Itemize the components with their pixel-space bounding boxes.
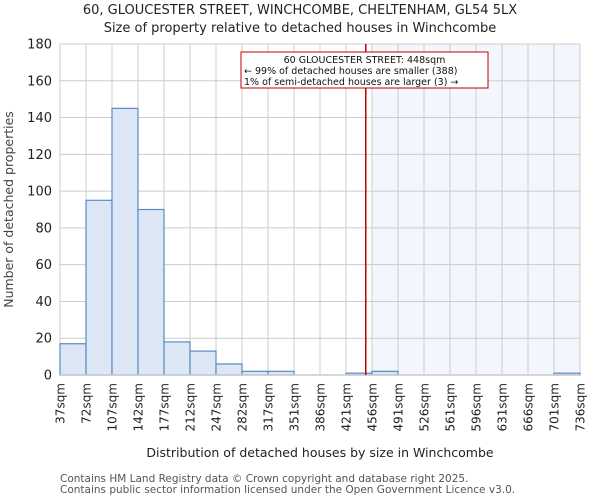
x-tick-label: 212sqm	[184, 383, 198, 431]
histogram-bar	[215, 363, 243, 376]
y-tick-label: 160	[27, 74, 52, 89]
histogram-bar	[163, 341, 191, 376]
chart-title: 60, GLOUCESTER STREET, WINCHCOMBE, CHELT…	[82, 3, 518, 18]
y-tick-label: 180	[27, 38, 52, 53]
y-tick-label: 120	[27, 148, 52, 163]
x-tick-label: 386sqm	[314, 383, 328, 431]
footer-line-1: Contains HM Land Registry data © Crown c…	[60, 473, 469, 485]
histogram-bar	[85, 199, 113, 376]
histogram-bar	[189, 350, 217, 376]
x-tick-label: 666sqm	[522, 383, 536, 431]
footer-line-2: Contains public sector information licen…	[60, 484, 516, 496]
x-axis-label: Distribution of detached houses by size …	[146, 445, 493, 460]
x-tick-label: 491sqm	[392, 383, 406, 431]
annotation-box	[240, 51, 489, 89]
x-tick-label: 37sqm	[54, 383, 68, 424]
annotation-line-1: 60 GLOUCESTER STREET: 448sqm	[284, 55, 446, 66]
chart-subtitle: Size of property relative to detached ho…	[103, 21, 497, 36]
y-tick-label: 40	[35, 295, 52, 310]
y-tick-label: 80	[35, 221, 52, 236]
annotation-line-2: ← 99% of detached houses are smaller (38…	[244, 66, 457, 77]
histogram-bar	[59, 343, 87, 376]
x-tick-label: 736sqm	[574, 383, 588, 431]
x-tick-label: 142sqm	[132, 383, 146, 431]
y-tick-label: 20	[35, 332, 52, 347]
x-tick-label: 596sqm	[470, 383, 484, 431]
x-tick-label: 317sqm	[262, 383, 276, 431]
y-tick-label: 100	[27, 185, 52, 200]
histogram-bar	[111, 107, 139, 376]
histogram-bar	[137, 208, 165, 376]
x-tick-label: 701sqm	[548, 383, 562, 431]
y-tick-label: 0	[44, 369, 52, 384]
y-axis-label: Number of detached properties	[1, 111, 16, 308]
x-tick-label: 456sqm	[366, 383, 380, 431]
x-tick-label: 526sqm	[418, 383, 432, 431]
x-tick-label: 631sqm	[496, 383, 510, 431]
annotation-line-3: 1% of semi-detached houses are larger (3…	[244, 77, 458, 88]
x-tick-label: 72sqm	[80, 383, 94, 424]
y-tick-label: 60	[35, 258, 52, 273]
x-tick-label: 561sqm	[444, 383, 458, 431]
x-tick-label: 107sqm	[106, 383, 120, 431]
x-tick-label: 282sqm	[236, 383, 250, 431]
x-tick-label: 421sqm	[340, 383, 354, 431]
y-tick-label: 140	[27, 111, 52, 126]
histogram-chart: 0 20 40 60 80 100 120 140 160 180 37sqm 72sqm 107sqm…	[1, 38, 588, 461]
x-tick-label: 351sqm	[288, 383, 302, 431]
x-tick-label: 247sqm	[210, 383, 224, 431]
x-tick-label: 177sqm	[158, 383, 172, 431]
